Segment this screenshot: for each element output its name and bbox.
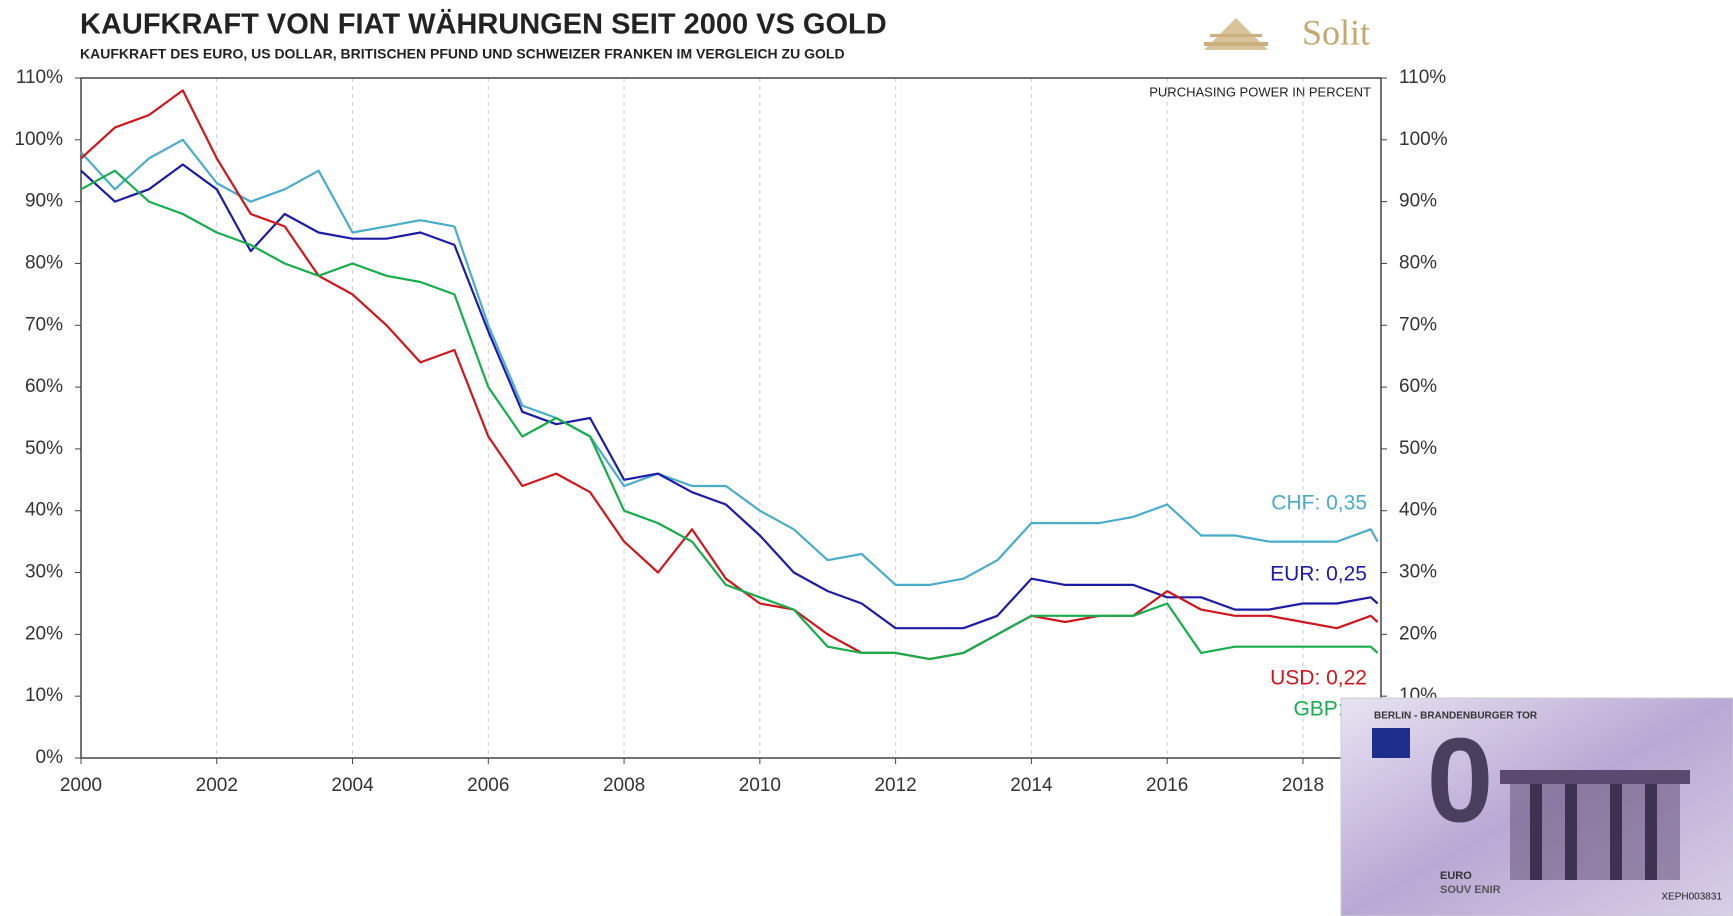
series-line	[80, 169, 1379, 661]
banknote: BERLIN - BRANDENBURGER TOR 0 EURO SOUV E…	[1340, 697, 1733, 916]
y-tick-label: 60%	[25, 376, 63, 397]
y2-tick-label: 30%	[1399, 562, 1437, 583]
axis-note: PURCHASING POWER IN PERCENT	[1149, 84, 1371, 99]
x-tick-label: 2006	[467, 775, 509, 796]
x-tick-label: 2002	[196, 775, 238, 796]
banknote-denomination: 0	[1427, 714, 1494, 848]
x-tick-label: 2008	[603, 775, 645, 796]
y-tick-label: 40%	[25, 500, 63, 521]
y-tick-label: 80%	[25, 252, 63, 273]
y2-tick-label: 20%	[1399, 623, 1437, 644]
series-line	[80, 89, 1379, 661]
logo: Solit	[1204, 12, 1370, 52]
x-tick-label: 2012	[874, 775, 916, 796]
logo-text: Solit	[1302, 12, 1370, 52]
x-tick-label: 2010	[739, 775, 781, 796]
y-tick-label: 50%	[25, 438, 63, 459]
y2-tick-label: 70%	[1399, 314, 1437, 335]
series-label: CHF: 0,35	[1271, 492, 1367, 515]
plot-frame	[80, 77, 1382, 759]
banknote-serial: XEPH003831	[1661, 892, 1722, 903]
y-tick-label: 100%	[14, 129, 63, 150]
chart-title: KAUFKRAFT VON FIAT WÄHRUNGEN SEIT 2000 V…	[80, 8, 887, 41]
series-line	[80, 163, 1379, 630]
series-label: EUR: 0,25	[1270, 563, 1367, 586]
x-tick-label: 2014	[1010, 775, 1053, 796]
x-tick-label: 2004	[331, 775, 374, 796]
y-tick-label: 10%	[25, 685, 63, 706]
y2-tick-label: 50%	[1399, 438, 1437, 459]
x-tick-label: 2000	[60, 775, 102, 796]
x-tick-label: 2018	[1282, 775, 1324, 796]
y2-tick-label: 100%	[1399, 129, 1448, 150]
banknote-brand: SOUV ENIR	[1440, 884, 1501, 896]
y-tick-label: 30%	[25, 562, 63, 583]
series-line	[80, 138, 1379, 586]
series-label: USD: 0,22	[1270, 667, 1367, 690]
y2-tick-label: 80%	[1399, 252, 1437, 273]
y2-tick-label: 40%	[1399, 500, 1437, 521]
plot: 2000 2002 2004 2006 2008 2010 2012 2014 2016 2018…	[14, 67, 1447, 796]
y-tick-label: 110%	[16, 67, 63, 88]
y-tick-label: 20%	[25, 623, 63, 644]
y2-tick-label: 60%	[1399, 376, 1437, 397]
banknote-title: BERLIN - BRANDENBURGER TOR	[1374, 711, 1538, 722]
y-tick-label: 90%	[25, 191, 63, 212]
chart-subtitle: KAUFKRAFT DES EURO, US DOLLAR, BRITISCHE…	[80, 46, 845, 62]
y-tick-label: 70%	[25, 314, 63, 335]
y2-tick-label: 110%	[1399, 67, 1446, 88]
y2-tick-label: 90%	[1399, 191, 1437, 212]
y-tick-label: 0%	[36, 747, 64, 768]
x-tick-label: 2016	[1146, 775, 1188, 796]
banknote-currency: EURO	[1440, 870, 1472, 882]
